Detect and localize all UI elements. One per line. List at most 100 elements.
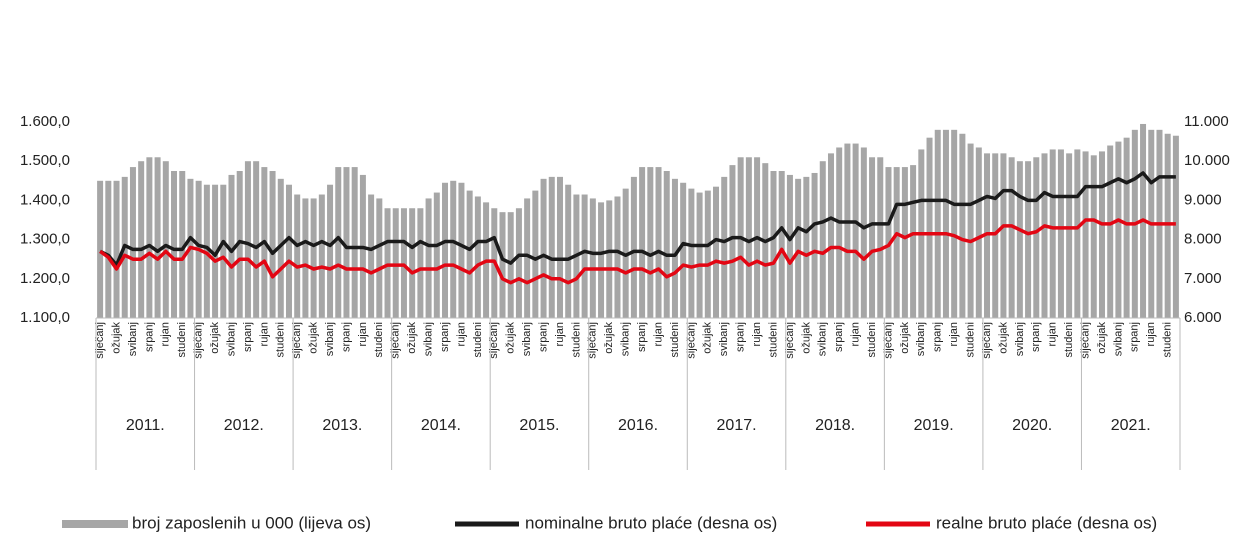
bar [285, 184, 292, 318]
bar [1066, 153, 1073, 318]
x-tick-label: rujan [455, 322, 467, 346]
x-tick-label: siječanj [1079, 322, 1091, 359]
x-tick-label: siječanj [882, 322, 894, 359]
x-tick-label: svibanj [225, 322, 237, 356]
bar [556, 176, 563, 318]
x-tick-label: ožujak [1096, 322, 1108, 354]
bar [893, 167, 900, 318]
bar [228, 174, 235, 318]
bar [729, 165, 736, 318]
bar [663, 171, 670, 318]
bar [425, 198, 432, 318]
x-tick-label: rujan [357, 322, 369, 346]
bar [244, 161, 251, 318]
y2-tick-label: 11.000 [1184, 113, 1229, 130]
x-tick-label: studeni [275, 322, 287, 357]
y-tick-label: 1.500,0 [20, 152, 70, 169]
bar [335, 167, 342, 318]
bar [433, 192, 440, 318]
bar [1016, 161, 1023, 318]
bar [778, 171, 785, 318]
bar [310, 198, 317, 318]
bar [1000, 153, 1007, 318]
x-tick-label: ožujak [110, 322, 122, 354]
line [99, 218, 1176, 285]
bar [384, 208, 391, 318]
bar [827, 153, 834, 318]
bar [162, 161, 169, 318]
y2-tick-label: 10.000 [1184, 152, 1230, 169]
x-tick-label: svibanj [1112, 322, 1124, 356]
x-tick-label: siječanj [488, 322, 500, 359]
bar [1090, 155, 1097, 318]
bar [466, 190, 473, 318]
bar [212, 184, 219, 318]
bar [392, 208, 399, 318]
bar [581, 194, 588, 318]
x-tick-label: ožujak [308, 322, 320, 354]
x-tick-label: srpanj [636, 322, 648, 352]
bar [942, 129, 949, 318]
x-tick-label: svibanj [422, 322, 434, 356]
x-tick-label: srpanj [537, 322, 549, 352]
x-tick-label: siječanj [94, 322, 106, 359]
bar [770, 171, 777, 318]
y2-tick-label: 7.000 [1184, 270, 1222, 287]
x-tick-label: svibanj [817, 322, 829, 356]
bar [565, 184, 572, 318]
bar [1074, 149, 1081, 318]
year-label: 2018. [815, 417, 855, 434]
x-tick-label: siječanj [291, 322, 303, 359]
bar [934, 129, 941, 318]
bar [655, 167, 662, 318]
bar [1025, 161, 1032, 318]
year-label: 2021. [1111, 417, 1151, 434]
year-label: 2020. [1012, 417, 1052, 434]
y-tick-label: 1.400,0 [20, 191, 70, 208]
bar [368, 194, 375, 318]
x-tick-label: rujan [1145, 322, 1157, 346]
x-tick-label: srpanj [932, 322, 944, 352]
x-tick-label: srpanj [735, 322, 747, 352]
year-label: 2016. [618, 417, 658, 434]
bar [704, 190, 711, 318]
bar [376, 198, 383, 318]
year-label: 2013. [322, 417, 362, 434]
bar [294, 194, 301, 318]
x-tick-label: srpanj [1129, 322, 1141, 352]
x-tick-label: studeni [767, 322, 779, 357]
bar [811, 172, 818, 318]
bar [992, 153, 999, 318]
x-tick-label: svibanj [915, 322, 927, 356]
year-label: 2014. [421, 417, 461, 434]
x-tick-label: rujan [751, 322, 763, 346]
bar [113, 180, 120, 318]
bar [1082, 151, 1089, 318]
bar [146, 157, 153, 318]
x-tick-label: svibanj [127, 322, 139, 356]
bar [499, 212, 506, 318]
year-label: 2012. [224, 417, 264, 434]
year-label: 2011. [126, 417, 165, 434]
bar [803, 176, 810, 318]
bar [351, 167, 358, 318]
x-tick-label: ožujak [997, 322, 1009, 354]
x-tick-label: studeni [570, 322, 582, 357]
x-tick-label: ožujak [505, 322, 517, 354]
bar [860, 147, 867, 318]
x-tick-label: studeni [472, 322, 484, 357]
bar [343, 167, 350, 318]
bar [302, 198, 309, 318]
x-tick-label: ožujak [899, 322, 911, 354]
bar [269, 171, 276, 318]
bar [614, 196, 621, 318]
x-tick-label: siječanj [587, 322, 599, 359]
x-tick-label: ožujak [209, 322, 221, 354]
x-tick-label: svibanj [521, 322, 533, 356]
bar [524, 198, 531, 318]
bar [1049, 149, 1056, 318]
bar [1008, 157, 1015, 318]
x-tick-label: srpanj [340, 322, 352, 352]
bar [253, 161, 260, 318]
